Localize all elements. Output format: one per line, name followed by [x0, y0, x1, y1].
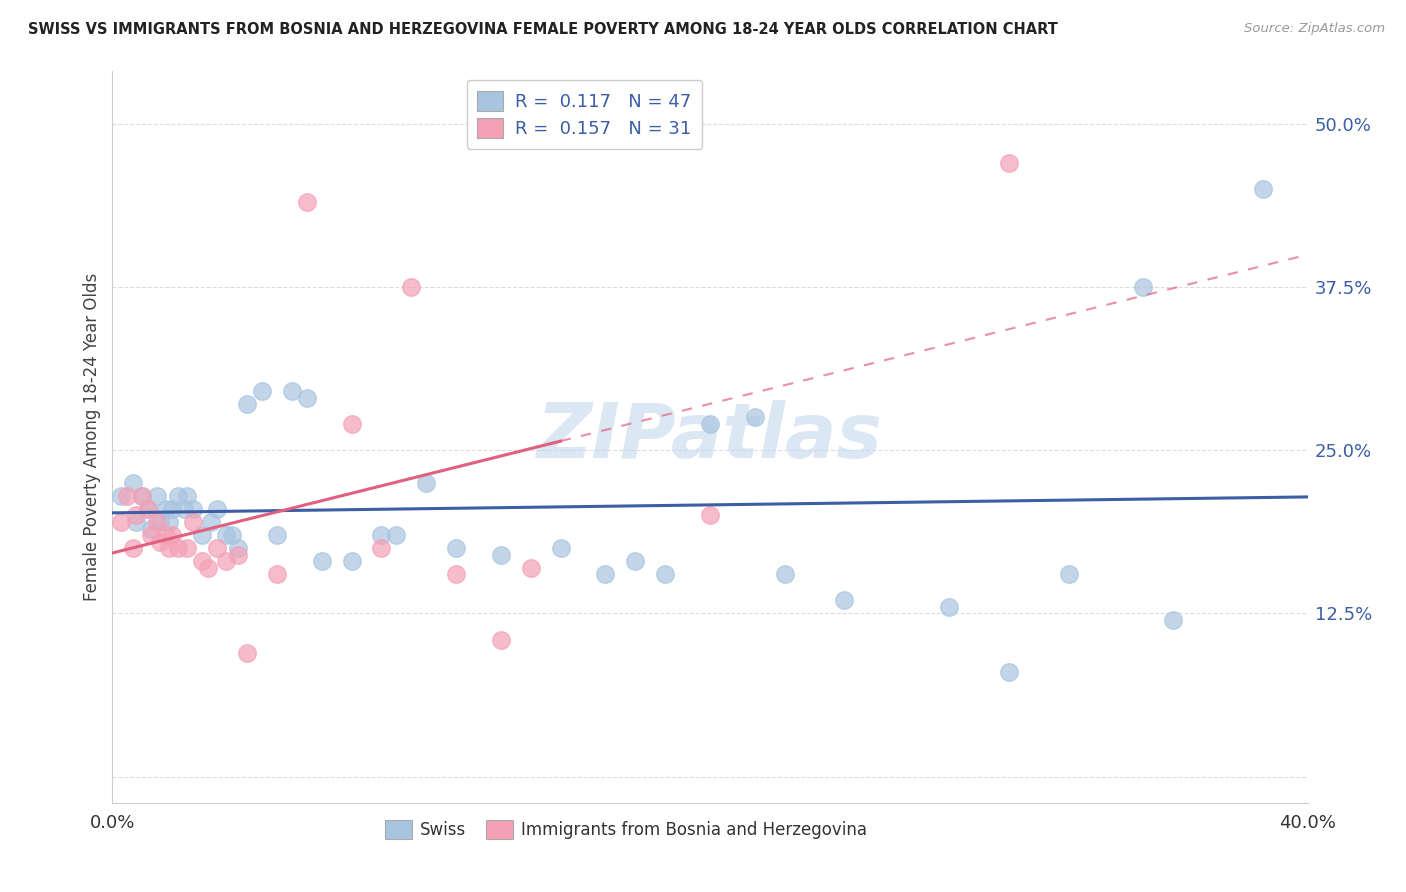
Point [167, 489, 190, 503]
Point [444, 567, 467, 582]
Point [444, 541, 467, 555]
Y-axis label: Female Poverty Among 18-24 Year Olds: Female Poverty Among 18-24 Year Olds [83, 273, 101, 601]
Point [149, 515, 172, 529]
Point [226, 548, 249, 562]
Point [415, 475, 437, 490]
Point [125, 508, 148, 523]
Point [155, 502, 177, 516]
Point [744, 410, 766, 425]
Point [550, 541, 572, 555]
Point [181, 515, 204, 529]
Point [1132, 280, 1154, 294]
Point [215, 554, 238, 568]
Point [938, 599, 960, 614]
Point [146, 515, 169, 529]
Point [520, 560, 543, 574]
Point [117, 489, 139, 503]
Point [595, 567, 617, 582]
Point [834, 593, 856, 607]
Text: SWISS VS IMMIGRANTS FROM BOSNIA AND HERZEGOVINA FEMALE POVERTY AMONG 18-24 YEAR : SWISS VS IMMIGRANTS FROM BOSNIA AND HERZ… [28, 22, 1057, 37]
Point [699, 417, 721, 431]
Point [215, 528, 238, 542]
Point [146, 489, 169, 503]
Point [1251, 182, 1274, 196]
Point [138, 502, 160, 516]
Point [250, 384, 273, 399]
Point [998, 665, 1021, 680]
Point [157, 541, 180, 555]
Point [157, 515, 180, 529]
Point [221, 528, 243, 542]
Point [998, 155, 1021, 169]
Point [141, 528, 163, 542]
Point [236, 646, 259, 660]
Point [149, 534, 172, 549]
Point [173, 502, 195, 516]
Point [110, 489, 132, 503]
Point [654, 567, 676, 582]
Point [340, 417, 363, 431]
Point [385, 528, 408, 542]
Point [699, 508, 721, 523]
Text: Source: ZipAtlas.com: Source: ZipAtlas.com [1244, 22, 1385, 36]
Point [489, 632, 512, 647]
Point [236, 397, 259, 411]
Point [295, 194, 318, 209]
Point [624, 554, 647, 568]
Point [266, 567, 288, 582]
Point [311, 554, 333, 568]
Point [773, 567, 796, 582]
Text: ZIPatlas: ZIPatlas [537, 401, 883, 474]
Point [125, 515, 148, 529]
Point [281, 384, 304, 399]
Point [1057, 567, 1080, 582]
Point [167, 541, 190, 555]
Point [176, 541, 198, 555]
Point [176, 489, 198, 503]
Point [162, 528, 183, 542]
Point [131, 489, 153, 503]
Point [370, 528, 392, 542]
Point [191, 528, 214, 542]
Point [155, 528, 177, 542]
Point [266, 528, 288, 542]
Point [205, 541, 228, 555]
Point [401, 280, 423, 294]
Point [340, 554, 363, 568]
Point [131, 489, 153, 503]
Point [122, 541, 145, 555]
Point [162, 502, 183, 516]
Point [110, 515, 132, 529]
Point [138, 502, 160, 516]
Point [1161, 613, 1184, 627]
Legend: Swiss, Immigrants from Bosnia and Herzegovina: Swiss, Immigrants from Bosnia and Herzeg… [378, 814, 875, 846]
Point [226, 541, 249, 555]
Point [181, 502, 204, 516]
Point [197, 560, 219, 574]
Point [205, 502, 228, 516]
Point [489, 548, 512, 562]
Point [200, 515, 222, 529]
Point [122, 475, 145, 490]
Point [370, 541, 392, 555]
Point [295, 391, 318, 405]
Point [141, 521, 163, 535]
Point [191, 554, 214, 568]
